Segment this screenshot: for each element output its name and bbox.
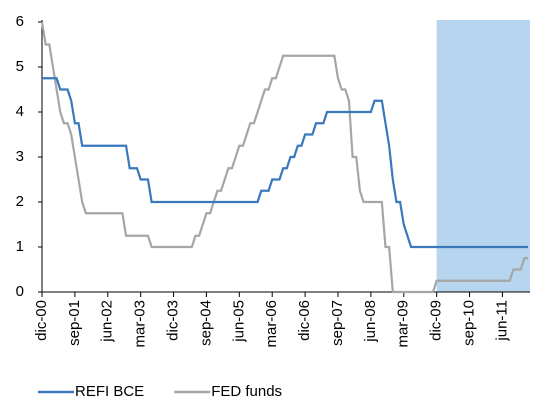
y-tick-label: 3: [16, 148, 24, 165]
x-tick-label: jun-02: [99, 300, 116, 343]
series-line: [40, 21, 528, 294]
y-tick-label: 0: [16, 283, 24, 300]
x-tick-label: jun-05: [230, 300, 247, 343]
x-tick-label: dic-00: [33, 300, 50, 341]
y-tick-label: 4: [16, 103, 24, 120]
x-tick-label: jun-11: [493, 300, 510, 342]
x-tick-label: mar-03: [132, 300, 149, 348]
x-tick-label: sep-07: [329, 300, 346, 346]
y-tick-label: 6: [16, 13, 24, 30]
x-tick-label: sep-10: [461, 300, 478, 346]
legend-label: REFI BCE: [75, 383, 144, 400]
shaded-region: [436, 20, 530, 292]
y-tick-label: 5: [16, 58, 24, 75]
x-tick-label: sep-04: [197, 300, 214, 346]
x-tick-label: dic-06: [296, 300, 313, 341]
x-tick-label: jun-08: [362, 300, 379, 343]
legend-label: FED funds: [211, 383, 282, 400]
x-tick-label: dic-09: [428, 300, 445, 341]
x-tick-label: mar-09: [395, 300, 412, 348]
series-line: [42, 77, 528, 249]
x-tick-label: mar-06: [263, 300, 280, 348]
y-tick-label: 2: [16, 193, 24, 210]
y-tick-label: 1: [16, 238, 24, 255]
x-tick-label: sep-01: [66, 300, 83, 346]
x-tick-label: dic-03: [165, 300, 182, 341]
